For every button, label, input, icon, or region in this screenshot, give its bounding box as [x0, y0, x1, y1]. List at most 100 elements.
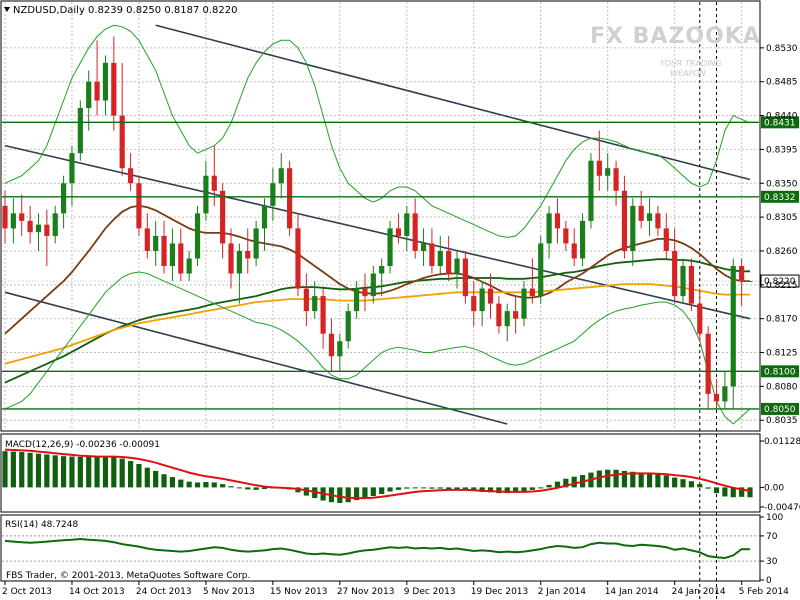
macd-histogram-bar	[370, 487, 376, 497]
macd-histogram-bar	[161, 474, 167, 488]
overlay-slow	[4, 283, 750, 365]
macd-tick-label: -0.00476	[764, 503, 800, 513]
candle-body	[479, 288, 485, 312]
main-overlays	[4, 2, 751, 600]
macd-histogram-bar	[705, 487, 711, 489]
rsi-title: RSI(14) 48.7248	[5, 520, 78, 530]
candle-body	[404, 213, 410, 236]
candle-body	[169, 243, 176, 267]
current-price-label: 0.8220	[764, 277, 796, 287]
candle-body	[739, 266, 745, 282]
candle-body	[747, 281, 753, 283]
candle-body	[446, 250, 452, 274]
macd-title: MACD(12,26,9) -0.00236 -0.00091	[5, 440, 160, 450]
level-label-bg	[761, 365, 799, 378]
macd-histogram-bar	[722, 487, 728, 497]
price-tick-label: 0.8530	[766, 44, 798, 54]
candle-body	[579, 220, 586, 259]
footer-copyright: FBS Trader, © 2001-2013, MetaQuotes Soft…	[6, 571, 250, 581]
candle-body	[571, 243, 577, 259]
candle-body	[220, 190, 226, 244]
price-tick-label: 0.8260	[766, 247, 798, 257]
candle-body	[638, 205, 644, 221]
macd-histogram-bar	[697, 484, 703, 488]
candle-body	[563, 228, 569, 244]
price-tick-label: 0.8395	[766, 145, 798, 155]
rsi-tick-label: 0	[766, 576, 772, 586]
macd-histogram-bar	[387, 487, 393, 492]
macd-histogram-bar	[35, 453, 42, 488]
time-tick-label: 15 Nov 2013	[270, 587, 328, 597]
macd-histogram-bar	[663, 475, 669, 488]
candle-body	[504, 311, 510, 327]
macd-histogram-bar	[713, 487, 720, 494]
macd-tick-label: 0.00	[764, 483, 784, 493]
macd-histogram-bar	[362, 487, 368, 499]
candle-body	[546, 213, 552, 244]
macd-histogram-bar	[487, 487, 494, 493]
candle-body	[621, 190, 628, 251]
overlay-lower	[4, 271, 751, 425]
macd-histogram-bar	[19, 452, 25, 488]
macd-histogram-bar	[420, 487, 427, 489]
watermark-tagline-2: WEAPON	[670, 69, 706, 78]
candle-body	[278, 168, 284, 184]
price-tick-label: 0.8215	[766, 281, 798, 291]
rsi-line	[4, 537, 751, 560]
header-symbol-icon	[4, 7, 10, 12]
macd-histogram-bar	[563, 478, 569, 488]
candle-body	[722, 386, 728, 402]
macd-histogram-bar	[680, 479, 686, 488]
price-tick-label: 0.8170	[766, 315, 798, 325]
price-tick-label: 0.8485	[766, 78, 798, 88]
time-tick-label: 2 Jan 2014	[538, 587, 586, 597]
macd-histogram-bar	[153, 470, 159, 488]
candle-body	[136, 183, 142, 229]
candle-body	[127, 168, 134, 184]
macd-histogram-bar	[245, 487, 251, 490]
macd-histogram-bar	[479, 487, 485, 492]
candle-body	[663, 228, 669, 251]
candle-body	[102, 62, 109, 101]
macd-histogram-bar	[454, 487, 460, 490]
candle-body	[646, 213, 653, 221]
macd-histogram-bar	[220, 484, 226, 488]
macd-histogram-bar	[446, 487, 452, 490]
candle-body	[27, 220, 33, 233]
macd-histogram-bar	[178, 479, 184, 488]
watermark-tagline-1: YOUR TRADING	[660, 59, 722, 68]
price-tick-label: 0.8125	[766, 349, 798, 359]
macd-histogram-bar	[504, 487, 510, 494]
candle-body	[35, 224, 42, 233]
candle-body	[353, 288, 360, 312]
macd-histogram-bar	[203, 482, 209, 488]
time-tick-label: 5 Feb 2014	[739, 587, 790, 597]
candle-body	[588, 160, 594, 221]
rsi-layer: 100 70 30 0	[2, 513, 783, 586]
macd-histogram-bar	[186, 481, 192, 488]
macd-histogram-bar	[646, 473, 653, 488]
time-tick-label: 2 Oct 2013	[2, 587, 52, 597]
macd-histogram-bar	[337, 487, 343, 504]
macd-histogram-bar	[94, 456, 100, 488]
macd-histogram-bar	[86, 456, 92, 488]
candle-body	[312, 296, 318, 312]
macd-layer: 0.01128 0.00 -0.00476	[2, 437, 800, 513]
macd-histogram-bar	[136, 463, 142, 488]
candle-body	[379, 266, 385, 274]
candle-body	[153, 235, 159, 251]
macd-histogram-bar	[2, 451, 8, 488]
candle-body	[52, 213, 58, 236]
macd-histogram-bar	[596, 470, 602, 488]
candle-body	[429, 243, 435, 267]
macd-histogram-bar	[437, 487, 443, 489]
macd-histogram-bar	[10, 451, 16, 488]
candle-body	[2, 205, 8, 229]
macd-histogram-bar	[630, 471, 636, 488]
macd-histogram-bar	[353, 487, 360, 501]
candle-body	[61, 183, 67, 214]
candle-body	[362, 288, 368, 297]
macd-histogram-bar	[236, 487, 242, 489]
candles	[2, 36, 753, 409]
